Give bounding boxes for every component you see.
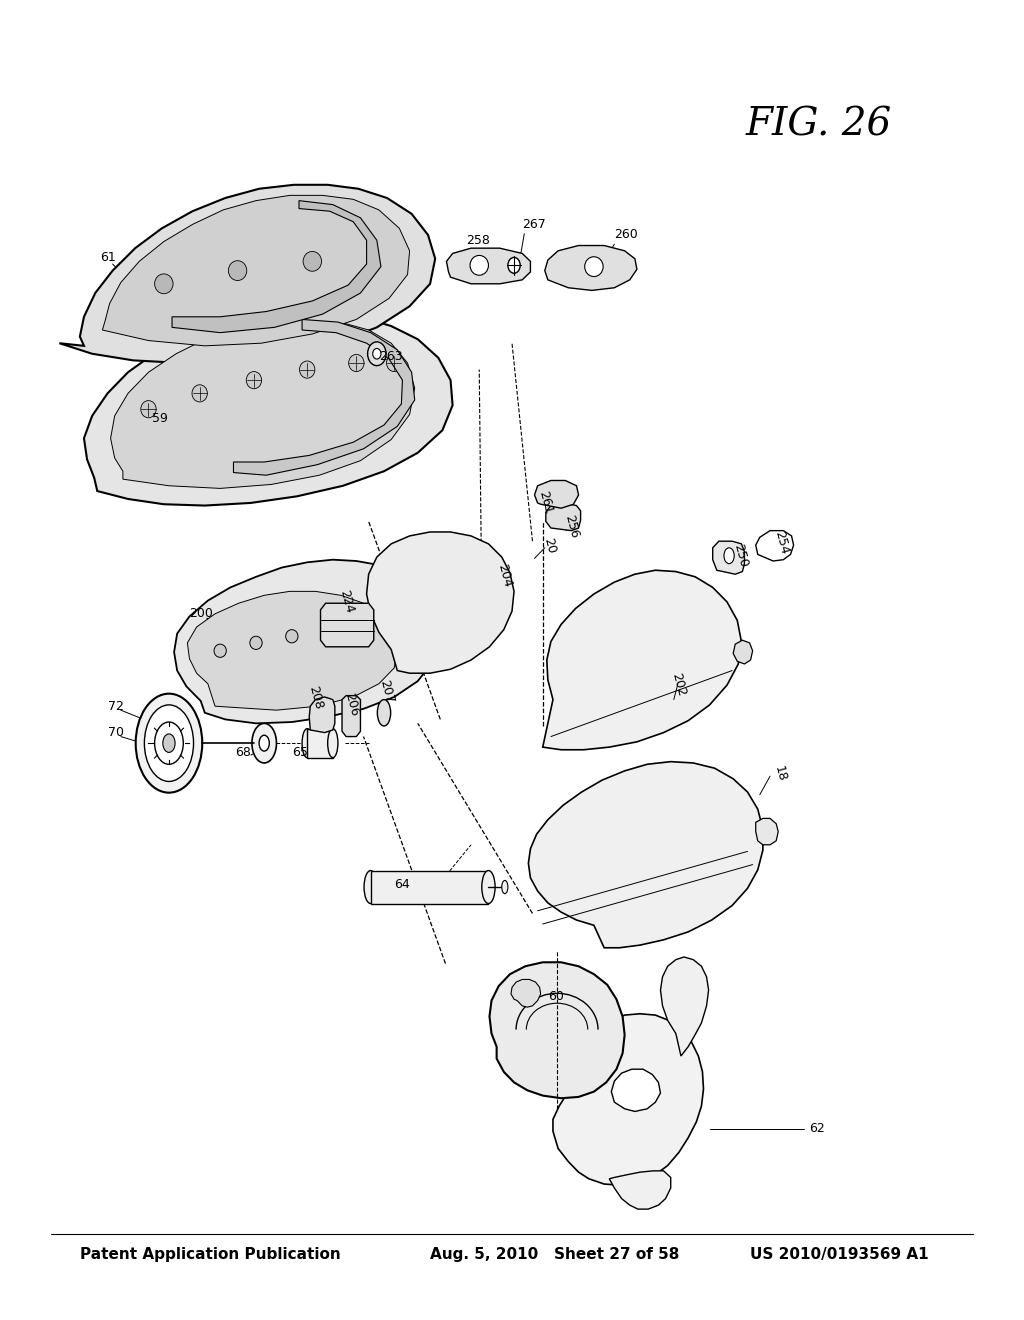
- Ellipse shape: [368, 342, 386, 366]
- Text: 61: 61: [100, 251, 116, 264]
- Ellipse shape: [585, 256, 603, 277]
- Text: Aug. 5, 2010   Sheet 27 of 58: Aug. 5, 2010 Sheet 27 of 58: [430, 1246, 679, 1262]
- Ellipse shape: [135, 694, 203, 792]
- Text: 261: 261: [537, 490, 555, 516]
- Text: 20: 20: [542, 537, 558, 556]
- Polygon shape: [545, 246, 637, 290]
- Text: FIG. 26: FIG. 26: [746, 107, 892, 144]
- Ellipse shape: [144, 705, 194, 781]
- Ellipse shape: [724, 548, 734, 564]
- Ellipse shape: [250, 636, 262, 649]
- Ellipse shape: [214, 644, 226, 657]
- Polygon shape: [756, 531, 794, 561]
- Text: 206: 206: [342, 692, 360, 718]
- Ellipse shape: [246, 372, 262, 389]
- Polygon shape: [535, 480, 579, 508]
- Ellipse shape: [163, 734, 175, 752]
- Ellipse shape: [193, 385, 207, 401]
- Ellipse shape: [502, 880, 508, 894]
- Polygon shape: [489, 962, 625, 1098]
- Polygon shape: [321, 603, 374, 647]
- Polygon shape: [111, 318, 415, 488]
- Ellipse shape: [259, 735, 269, 751]
- Text: 65: 65: [292, 746, 308, 759]
- Ellipse shape: [303, 251, 322, 272]
- Polygon shape: [528, 762, 763, 948]
- Text: 62: 62: [809, 1122, 824, 1135]
- Polygon shape: [174, 560, 440, 723]
- Text: 224: 224: [337, 589, 355, 615]
- Text: 256: 256: [562, 513, 581, 540]
- Polygon shape: [756, 818, 778, 845]
- Ellipse shape: [470, 256, 488, 276]
- Polygon shape: [609, 1171, 671, 1209]
- Ellipse shape: [322, 622, 334, 635]
- Text: 60: 60: [548, 990, 564, 1003]
- Text: 70: 70: [108, 726, 124, 739]
- Text: 250: 250: [731, 543, 750, 569]
- Ellipse shape: [377, 700, 391, 726]
- Text: 258: 258: [466, 234, 489, 247]
- Text: 202: 202: [670, 672, 688, 698]
- Text: 207: 207: [378, 678, 396, 705]
- Polygon shape: [172, 201, 381, 333]
- Ellipse shape: [140, 401, 156, 418]
- Polygon shape: [543, 570, 741, 750]
- Polygon shape: [233, 319, 415, 475]
- Text: US 2010/0193569 A1: US 2010/0193569 A1: [750, 1246, 929, 1262]
- Bar: [371, 871, 488, 904]
- Polygon shape: [59, 185, 435, 363]
- Text: Patent Application Publication: Patent Application Publication: [80, 1246, 341, 1262]
- Text: 200: 200: [189, 607, 213, 620]
- Text: 204: 204: [496, 562, 514, 589]
- Ellipse shape: [155, 273, 173, 294]
- Ellipse shape: [481, 871, 496, 904]
- Text: 263: 263: [379, 350, 402, 363]
- Ellipse shape: [328, 729, 338, 758]
- Ellipse shape: [252, 723, 276, 763]
- Polygon shape: [309, 697, 335, 733]
- Text: 64: 64: [394, 878, 410, 891]
- Ellipse shape: [365, 871, 377, 904]
- Ellipse shape: [286, 630, 298, 643]
- Text: 59: 59: [152, 412, 168, 425]
- Polygon shape: [660, 957, 709, 1056]
- Polygon shape: [713, 541, 744, 574]
- Polygon shape: [446, 248, 530, 284]
- Polygon shape: [102, 195, 410, 346]
- Text: 72: 72: [108, 700, 124, 713]
- Polygon shape: [367, 532, 514, 673]
- Ellipse shape: [302, 729, 312, 758]
- Polygon shape: [342, 696, 360, 737]
- Ellipse shape: [387, 354, 402, 372]
- Text: 208: 208: [306, 685, 325, 711]
- Ellipse shape: [508, 257, 520, 273]
- Polygon shape: [187, 591, 397, 710]
- Text: 18: 18: [772, 764, 788, 783]
- Polygon shape: [84, 313, 453, 506]
- Polygon shape: [611, 1069, 660, 1111]
- Ellipse shape: [155, 722, 183, 764]
- Text: 267: 267: [522, 218, 546, 231]
- Polygon shape: [546, 503, 581, 531]
- Polygon shape: [553, 1014, 703, 1185]
- Ellipse shape: [228, 260, 247, 281]
- Ellipse shape: [348, 354, 365, 372]
- Polygon shape: [733, 640, 753, 664]
- Polygon shape: [511, 979, 541, 1007]
- Ellipse shape: [299, 360, 315, 379]
- Text: 68: 68: [236, 746, 252, 759]
- Text: 260: 260: [614, 228, 638, 242]
- Bar: [307, 729, 333, 758]
- Text: 254: 254: [772, 529, 791, 556]
- Ellipse shape: [373, 348, 381, 359]
